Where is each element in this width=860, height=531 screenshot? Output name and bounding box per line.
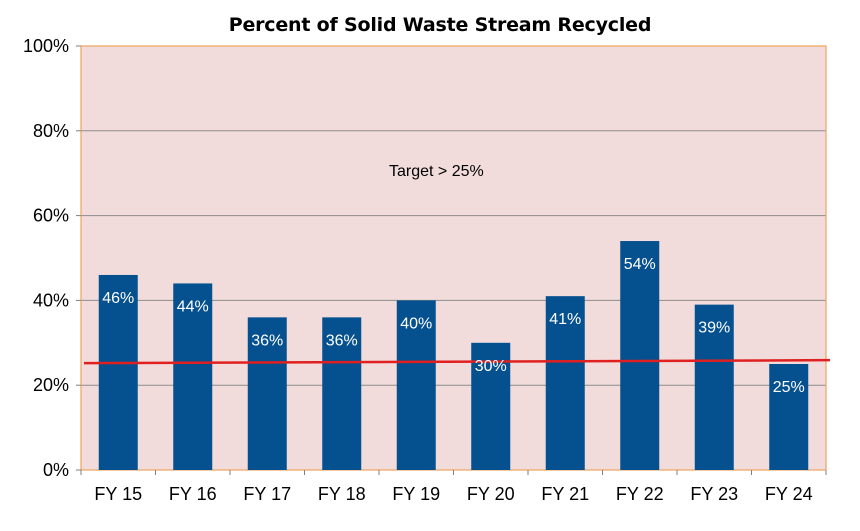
bar [173, 283, 213, 470]
data-label: 40% [400, 315, 432, 332]
bar [322, 317, 362, 470]
x-tick-label: FY 21 [541, 484, 589, 504]
bar [247, 317, 287, 470]
chart-title: Percent of Solid Waste Stream Recycled [228, 14, 652, 36]
y-tick-label: 80% [33, 121, 69, 141]
data-label: 30% [475, 358, 507, 375]
data-label: 44% [177, 298, 209, 315]
bar [471, 342, 511, 470]
target-line [83, 358, 831, 365]
x-tick-label: FY 18 [318, 484, 366, 504]
bar [620, 241, 660, 470]
bar [545, 296, 585, 470]
data-label: 39% [698, 320, 730, 337]
data-label: 54% [624, 256, 656, 273]
data-label: 25% [773, 379, 805, 396]
y-tick-label: 60% [33, 206, 69, 226]
x-tick-label: FY 15 [94, 484, 142, 504]
data-label: 36% [251, 332, 283, 349]
target-annotation: Target > 25% [389, 163, 484, 180]
y-tick-label: 0% [43, 460, 69, 480]
bar [98, 274, 138, 470]
bar [694, 304, 734, 470]
data-label: 41% [549, 311, 581, 328]
x-tick-label: FY 22 [616, 484, 664, 504]
y-tick-label: 20% [33, 375, 69, 395]
x-tick-label: FY 20 [467, 484, 515, 504]
x-tick-label: FY 19 [392, 484, 440, 504]
bar [396, 300, 436, 470]
data-label: 46% [102, 290, 134, 307]
y-tick-label: 40% [33, 290, 69, 310]
x-tick-label: FY 16 [169, 484, 217, 504]
data-label: 36% [326, 332, 358, 349]
x-tick-label: FY 23 [690, 484, 738, 504]
y-tick-label: 100% [23, 36, 69, 56]
bar [769, 364, 809, 470]
x-tick-label: FY 24 [765, 484, 813, 504]
x-tick-label: FY 17 [243, 484, 291, 504]
